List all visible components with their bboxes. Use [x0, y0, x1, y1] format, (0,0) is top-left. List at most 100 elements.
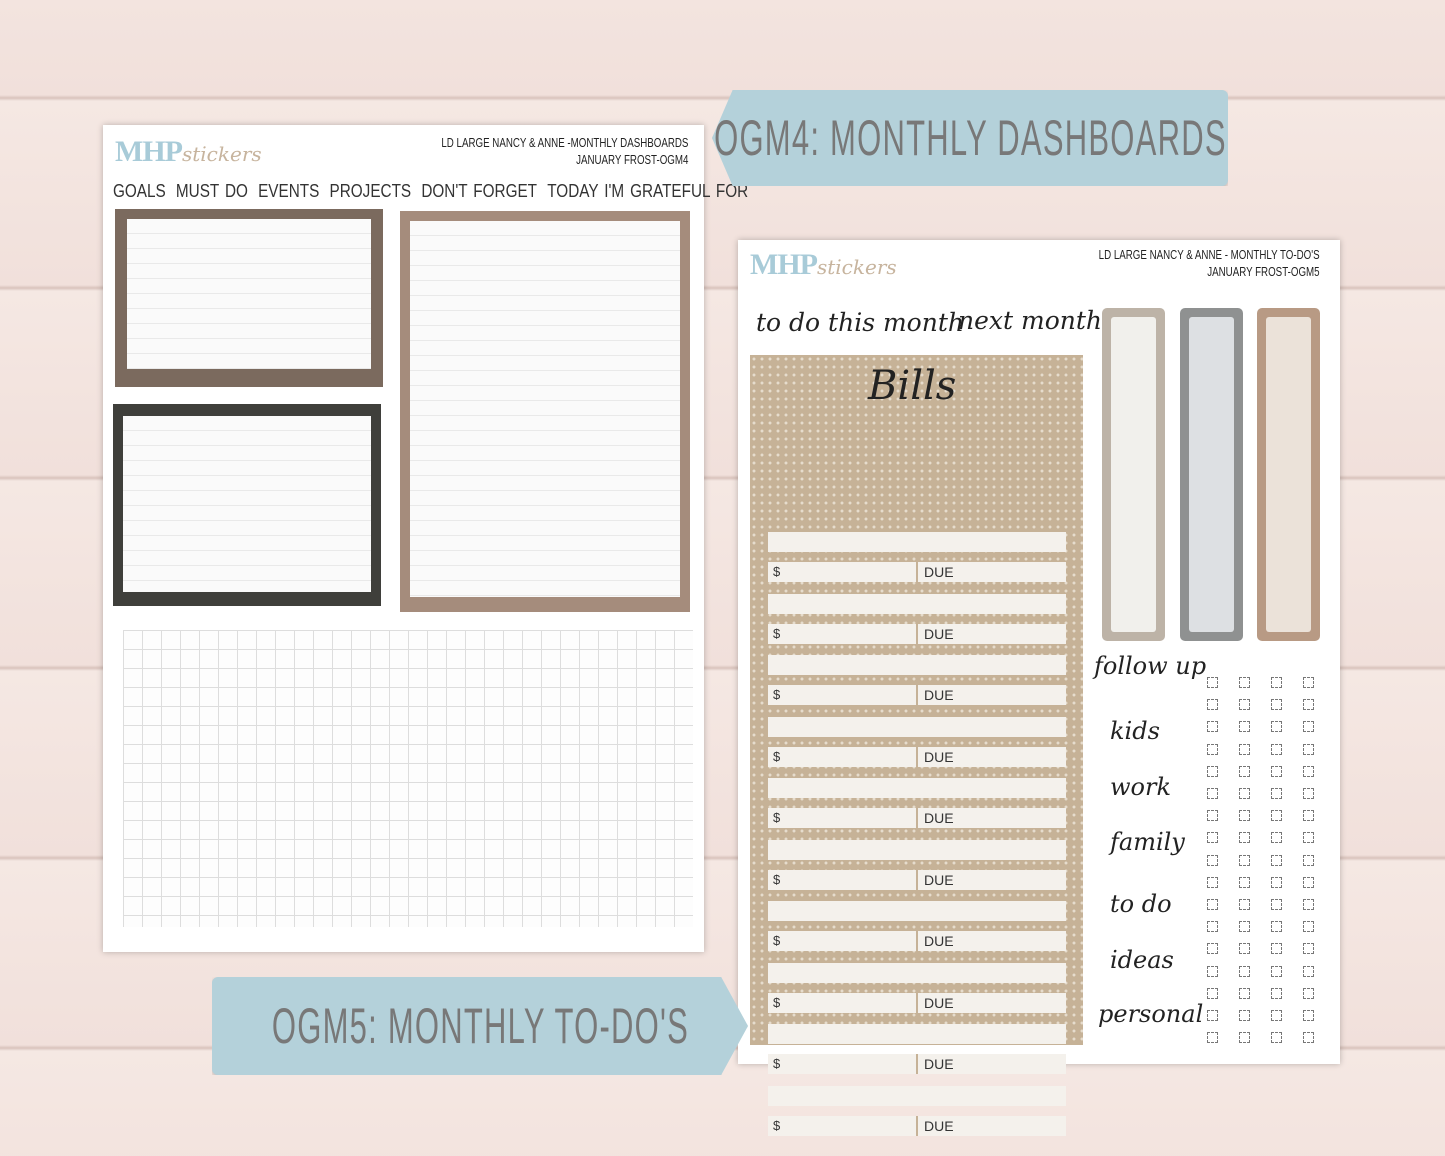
bill-amount-row: $ DUE	[768, 808, 1066, 828]
checkbox-sticker	[1271, 699, 1282, 711]
list-label: kids	[1110, 717, 1160, 745]
checkbox-sticker	[1303, 743, 1314, 755]
bill-name-field	[768, 962, 1066, 983]
events-box	[113, 404, 381, 606]
checkbox-sticker	[1239, 854, 1250, 866]
tab-sticker-2	[1180, 308, 1243, 641]
dollar-sign: $	[773, 1117, 781, 1133]
checkbox-sticker	[1239, 677, 1250, 688]
calendar-grid	[123, 630, 693, 927]
checkbox-sticker	[1271, 677, 1282, 688]
checkbox-sticker	[1271, 765, 1282, 777]
bill-amount-row: $ DUE	[768, 869, 1066, 890]
checkbox-sticker	[1239, 876, 1250, 888]
checkbox-sticker	[1303, 899, 1314, 910]
bill-name-field	[768, 593, 1066, 614]
dollar-sign: $	[773, 810, 781, 825]
sheet-header: LD LARGE NANCY & ANNE - MONTHLY TO-DO'S J…	[1099, 247, 1320, 279]
checkbox-sticker	[1271, 965, 1282, 977]
checkbox-sticker	[1271, 987, 1282, 999]
bill-amount-row: $ DUE	[768, 623, 1066, 644]
dollar-sign: $	[773, 625, 781, 641]
checkbox-sticker	[1239, 943, 1250, 955]
bill-name-field	[768, 901, 1066, 921]
checkbox-sticker	[1271, 921, 1282, 933]
checkbox-sticker	[1207, 788, 1218, 799]
checkbox-sticker	[1239, 1032, 1250, 1044]
category-label: PROJECTS	[329, 181, 412, 201]
checkbox-sticker	[1271, 899, 1282, 910]
checkbox-sticker	[1207, 765, 1218, 777]
category-label: EVENTS	[258, 181, 320, 201]
dollar-sign: $	[773, 871, 781, 887]
due-label: DUE	[916, 685, 954, 705]
checkbox-sticker	[1303, 677, 1314, 688]
checkbox-sticker	[1207, 810, 1218, 822]
checkbox-sticker	[1303, 965, 1314, 977]
category-label: DON'T FORGET	[421, 181, 538, 201]
to-do-this-month-label: to do this month	[756, 308, 964, 337]
checkbox-sticker	[1303, 1032, 1314, 1044]
checkbox-sticker	[1303, 921, 1314, 933]
checkbox-sticker	[1239, 765, 1250, 777]
list-label: personal	[1098, 1000, 1204, 1028]
checkbox-sticker	[1207, 987, 1218, 999]
checkbox-sticker	[1271, 810, 1282, 822]
bills-title: Bills	[868, 363, 957, 409]
ogm4-label: OGM4: MONTHLY DASHBOARDS	[712, 90, 1228, 186]
list-label: ideas	[1110, 946, 1174, 974]
category-labels: GOALS MUST DO EVENTS PROJECTS DON'T FORGET TO…	[113, 181, 758, 202]
bill-name-field	[768, 716, 1066, 737]
checkbox-sticker	[1271, 943, 1282, 955]
notes-box	[400, 211, 690, 612]
bill-name-field	[768, 1085, 1066, 1106]
checkbox-sticker	[1239, 899, 1250, 910]
checkbox-sticker	[1303, 721, 1314, 733]
checkbox-sticker	[1239, 921, 1250, 933]
bills-panel: Bills $ DUE $ DUE $ DUE $ DUE $ DUE $ DUE $ DUE $ DUE $ D…	[750, 355, 1083, 1136]
bill-amount-row: $ DUE	[768, 685, 1066, 705]
bill-amount-row: $ DUE	[768, 1054, 1066, 1074]
due-label: DUE	[916, 992, 954, 1013]
dollar-sign: $	[773, 994, 781, 1010]
checkbox-sticker	[1207, 1032, 1218, 1044]
checkbox-sticker	[1271, 854, 1282, 866]
checkbox-sticker	[1303, 854, 1314, 866]
checkbox-sticker	[1303, 788, 1314, 799]
mhp-logo: MHPstickers	[750, 248, 897, 281]
checkbox-sticker	[1207, 1010, 1218, 1021]
checkbox-sticker	[1303, 876, 1314, 888]
checkbox-sticker	[1303, 987, 1314, 999]
checkbox-sticker	[1271, 788, 1282, 799]
bill-amount-row: $ DUE	[768, 931, 1066, 951]
checkbox-sticker	[1239, 699, 1250, 711]
bill-amount-row: $ DUE	[768, 746, 1066, 767]
bill-name-field	[768, 839, 1066, 860]
checkbox-sticker	[1271, 876, 1282, 888]
checkbox-sticker	[1271, 721, 1282, 733]
list-label: work	[1110, 773, 1172, 801]
category-label: MUST DO	[175, 181, 248, 201]
category-label: GOALS	[113, 181, 166, 201]
checkbox-sticker	[1239, 743, 1250, 755]
checkbox-sticker	[1207, 699, 1218, 711]
checkbox-sticker	[1239, 810, 1250, 822]
category-label: TODAY I'M GRATEFUL FOR	[547, 181, 749, 201]
next-month-label: next month	[958, 306, 1102, 335]
bill-name-field	[768, 655, 1066, 675]
mhp-logo: MHPstickers	[115, 135, 262, 168]
dollar-sign: $	[773, 748, 781, 764]
checkbox-sticker	[1303, 765, 1314, 777]
goals-box	[115, 209, 383, 387]
bill-name-field	[768, 532, 1066, 552]
checkbox-sticker	[1271, 743, 1282, 755]
checkbox-sticker	[1239, 965, 1250, 977]
checkbox-sticker	[1271, 832, 1282, 844]
due-label: DUE	[916, 808, 954, 828]
dollar-sign: $	[773, 687, 781, 702]
due-label: DUE	[916, 869, 954, 890]
list-label: follow up	[1094, 652, 1207, 680]
dollar-sign: $	[773, 933, 781, 948]
bill-amount-row: $ DUE	[768, 1115, 1066, 1136]
checkbox-sticker	[1303, 699, 1314, 711]
